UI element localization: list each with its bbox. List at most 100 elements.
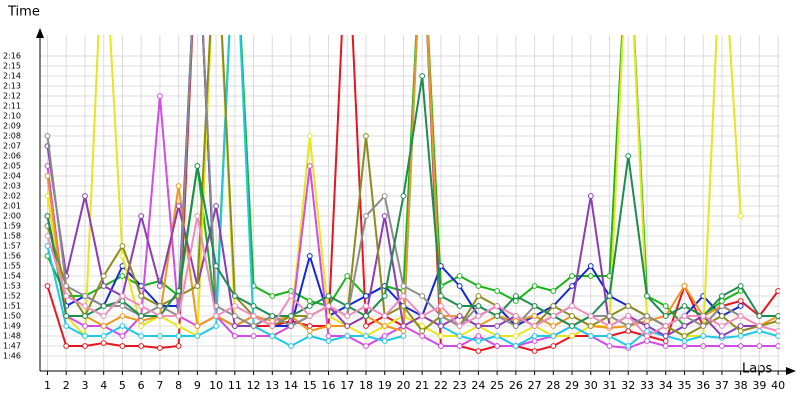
y-tick-label: 2:14 [3,72,21,81]
point [550,288,557,294]
point [531,348,538,354]
point [700,343,707,349]
point [531,323,538,329]
point [119,333,126,339]
point [363,333,369,339]
point [606,293,613,299]
point [82,193,88,199]
point [625,153,632,159]
point [456,283,463,289]
point [644,338,650,344]
x-tick-label: 33 [640,379,654,392]
point [381,313,388,319]
point [325,293,332,299]
point [456,273,463,279]
point [400,323,407,329]
point [475,338,482,344]
point [606,313,613,319]
point [100,303,107,309]
point [550,323,557,329]
point [194,283,201,289]
point [269,293,276,299]
point [775,333,780,339]
y-tick-label: 1:54 [3,272,21,281]
point [138,333,145,339]
y-tick-label: 2:07 [3,142,21,151]
point [306,328,313,334]
y-tick-label: 2:06 [3,152,21,161]
x-tick-label: 15 [303,379,317,392]
y-tick-label: 1:56 [3,252,21,261]
point [475,348,482,354]
point [100,273,107,279]
point [44,233,51,239]
point [119,273,126,279]
point [737,328,744,334]
y-tick-label: 2:02 [3,192,21,201]
point [475,323,482,329]
x-tick-label: 24 [471,379,485,392]
point [306,298,313,304]
point [494,333,501,339]
point [719,303,725,309]
point [325,333,332,339]
point [213,313,220,319]
point [344,313,351,319]
point [737,333,744,339]
point [531,313,538,319]
point [512,298,519,304]
x-tick-label: 17 [340,379,354,392]
point [569,323,575,329]
point [100,323,107,329]
point [644,313,650,319]
y-tick-label: 2:10 [3,112,21,121]
point [363,343,369,349]
point [587,273,594,279]
point [250,323,257,329]
point [288,313,294,319]
point [363,213,369,219]
point [512,323,519,329]
point [63,323,70,329]
point [119,303,126,309]
series-line [46,35,742,339]
point [456,323,463,329]
point [175,343,182,349]
point [569,303,575,309]
point [175,313,182,319]
point [737,298,744,304]
point [512,318,519,324]
y-tick-label: 2:09 [3,122,21,131]
point [719,343,725,349]
point [681,283,688,289]
point [719,298,725,304]
point [306,253,313,259]
point [737,313,744,319]
point [231,333,238,339]
point [363,293,369,299]
point [156,345,163,351]
point [775,288,780,294]
point [269,323,276,329]
y-tick-label: 1:52 [3,292,21,301]
point [756,323,763,329]
x-tick-label: 7 [156,379,163,392]
point [512,333,519,339]
point [119,293,126,299]
point [306,313,313,319]
x-tick-label: 27 [528,379,542,392]
point [63,313,70,319]
point [381,293,388,299]
x-tick-label: 16 [322,379,336,392]
point [138,313,145,319]
point [363,323,369,329]
series-line [46,35,779,348]
point [625,343,632,349]
point [475,283,482,289]
point [756,328,763,334]
point [175,333,182,339]
point [119,298,126,304]
point [756,343,763,349]
point [138,323,145,329]
